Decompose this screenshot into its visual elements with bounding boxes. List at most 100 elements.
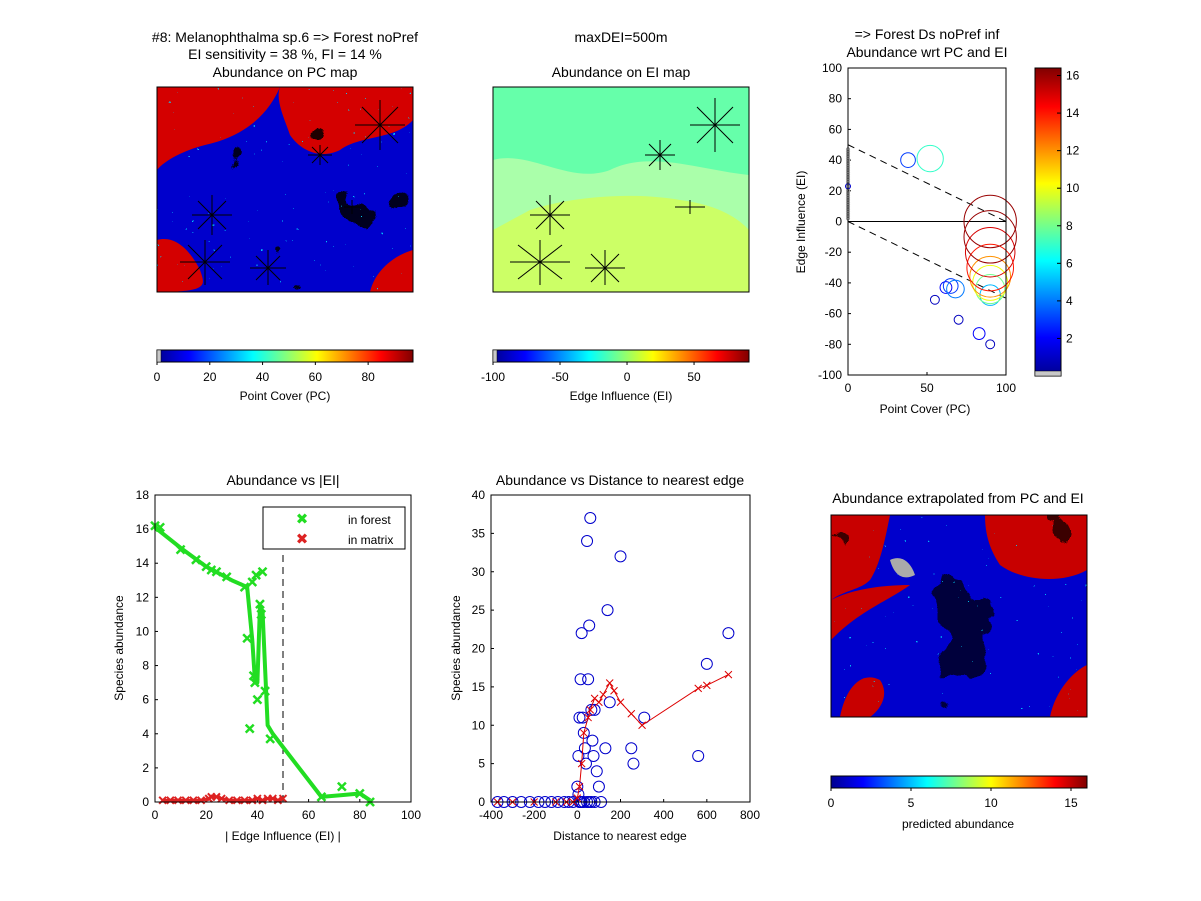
colorbar-tick-label: 10 — [1066, 181, 1080, 195]
forest-trend-line — [153, 525, 372, 802]
abs-ei-legend: ✖ in forest ✖ in matrix — [262, 506, 406, 550]
forest-point — [249, 677, 260, 688]
x-tick-label: 60 — [302, 808, 316, 822]
scatter-point — [964, 226, 1016, 278]
observed-point — [585, 703, 598, 716]
abs-ei-ylabel: Species abundance — [112, 595, 126, 701]
colorbar-tick-label: 6 — [1066, 256, 1073, 270]
scatter-pc-ei-xlabel: Point Cover (PC) — [880, 402, 971, 416]
y-tick-label: -60 — [825, 307, 843, 321]
forest-point — [257, 566, 268, 577]
trend-point — [724, 670, 733, 679]
figure-title-line2: EI sensitivity = 38 %, FI = 14 % — [188, 46, 382, 62]
forest-point — [155, 522, 166, 533]
y-tick-label: 4 — [142, 727, 149, 741]
observed-point — [722, 627, 735, 640]
scatter-point — [979, 284, 1001, 306]
distance-ylabel: Species abundance — [449, 595, 463, 701]
y-tick-label: 14 — [136, 556, 150, 570]
colorbar-tick-label: 80 — [361, 370, 375, 384]
x-tick-label: -200 — [522, 808, 546, 822]
trend-point — [610, 686, 618, 695]
trend-point — [605, 679, 614, 687]
matrix-point — [158, 796, 167, 805]
abundance-colorbar-ticks: 2 4 6 8 10 12 14 16 — [1057, 69, 1080, 345]
upper-bound-line — [847, 144, 1007, 222]
legend-forest-label: in forest — [348, 513, 391, 527]
observed-point — [587, 749, 600, 762]
abundance-colorbar — [1034, 67, 1062, 377]
forest-point — [242, 633, 253, 644]
x-tick-label: 200 — [610, 808, 630, 822]
pc-colorbar-ticks: 0 20 40 60 80 — [154, 362, 375, 384]
matrix-point — [181, 796, 190, 805]
scatter-point — [946, 279, 965, 299]
y-tick-label: -100 — [818, 368, 842, 382]
figure-title-line1: #8: Melanophthalma sp.6 => Forest noPref — [152, 29, 418, 45]
abs-ei-chart: 0 20 40 60 80 100 0 2 4 6 8 10 12 14 16 18 — [136, 488, 422, 822]
trend-point — [584, 713, 592, 722]
pred-colorbar-ticks: 0 5 10 15 — [828, 788, 1078, 810]
x-tick-label: 100 — [401, 808, 421, 822]
colorbar-tick-label: 15 — [1064, 796, 1078, 810]
center-title: maxDEI=500m — [575, 29, 668, 45]
colorbar-tick-label: 16 — [1066, 69, 1080, 83]
y-tick-label: 20 — [472, 642, 486, 656]
trend-point — [595, 698, 603, 707]
y-tick-label: 60 — [829, 122, 843, 136]
trend-point — [616, 698, 625, 707]
scatter-point — [916, 144, 944, 173]
scatter-point — [953, 314, 964, 325]
trend-point — [599, 690, 608, 699]
observed-point — [627, 757, 640, 770]
scatter-pc-ei-title: Abundance wrt PC and EI — [846, 44, 1007, 60]
y-tick-label: -40 — [825, 276, 843, 290]
observed-point — [625, 742, 638, 755]
forest-point — [251, 570, 262, 581]
x-tick-label: 800 — [740, 808, 760, 822]
pred-colorbar-label: predicted abundance — [902, 817, 1014, 831]
matrix-point — [217, 794, 226, 803]
x-tick-label: 40 — [251, 808, 265, 822]
ei-map — [493, 87, 749, 292]
scatter-point — [975, 273, 1006, 305]
observed-point — [700, 657, 713, 670]
forest-point — [256, 609, 267, 620]
y-tick-label: 2 — [142, 761, 149, 775]
colorbar-tick-label: 0 — [624, 370, 631, 384]
matrix-point — [225, 796, 234, 805]
y-tick-label: 16 — [136, 522, 150, 536]
pc-map-title: Abundance on PC map — [213, 64, 358, 80]
scatter-pc-ei: 0 50 100 -100 -80 -60 -40 -20 0 20 40 60 80 100 — [818, 61, 1017, 395]
y-tick-label: 15 — [472, 680, 486, 694]
x-tick-label: -400 — [479, 808, 503, 822]
y-tick-label: 100 — [822, 61, 842, 75]
colorbar-tick-label: 12 — [1066, 144, 1080, 158]
matrix-point — [173, 796, 183, 805]
y-tick-label: 0 — [142, 795, 149, 809]
pred-map-title: Abundance extrapolated from PC and EI — [832, 490, 1083, 506]
forest-point — [354, 788, 365, 799]
abs-ei-xlabel: | Edge Influence (EI) | — [225, 829, 341, 843]
trend-point — [577, 759, 586, 768]
observed-point — [578, 742, 591, 755]
matrix-point — [232, 796, 242, 805]
colorbar-tick-label: 50 — [687, 370, 701, 384]
observed-point — [583, 619, 596, 632]
y-tick-label: 30 — [472, 565, 486, 579]
forest-point — [265, 734, 276, 744]
observed-point — [582, 673, 595, 686]
colorbar-tick-label: 5 — [908, 796, 915, 810]
y-tick-label: 0 — [835, 215, 842, 229]
y-tick-label: 35 — [472, 526, 486, 540]
ei-colorbar-ticks: -100 -50 0 50 — [481, 362, 701, 384]
colorbar-tick-label: 0 — [828, 796, 835, 810]
lower-bound-line — [847, 221, 1007, 299]
x-tick-label: 20 — [200, 808, 214, 822]
observed-point — [586, 734, 599, 747]
x-tick-label: 50 — [920, 381, 934, 395]
scatter-point — [985, 339, 996, 350]
y-tick-label: 10 — [472, 718, 486, 732]
trend-point — [638, 721, 646, 730]
ei-colorbar-label: Edge Influence (EI) — [570, 389, 673, 403]
